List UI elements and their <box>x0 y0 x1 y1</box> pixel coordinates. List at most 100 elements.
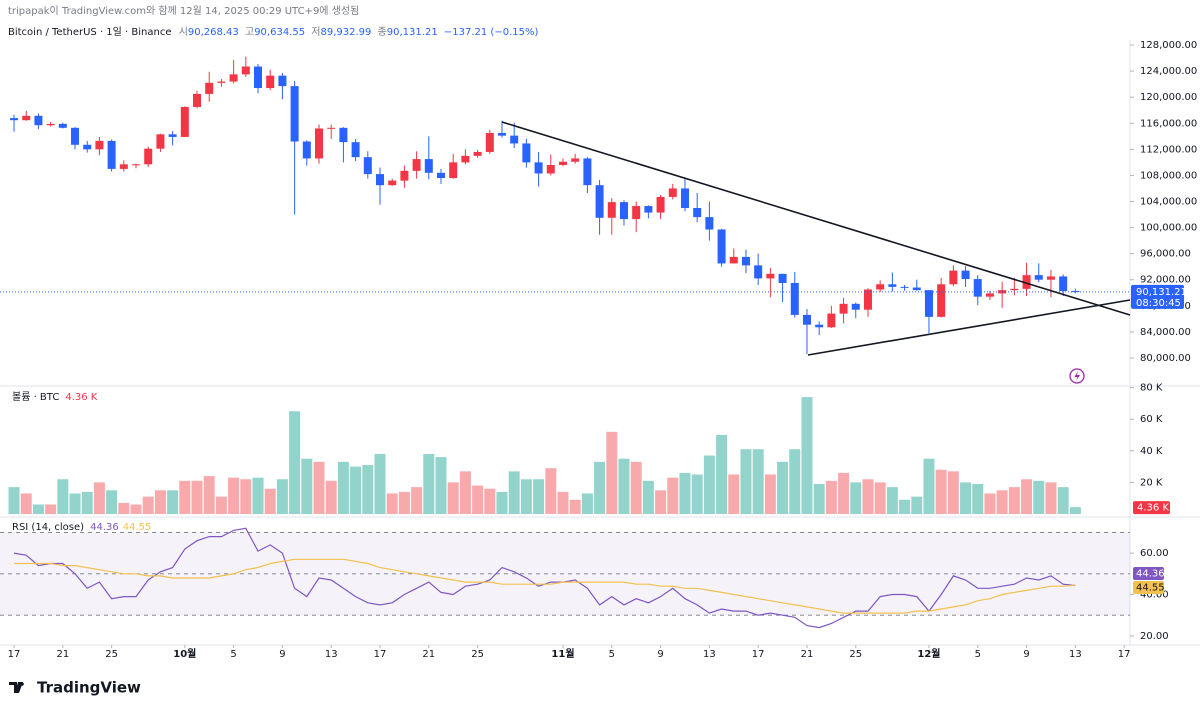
volume-bar <box>972 483 984 515</box>
rsi-label: 44.36 <box>1136 569 1165 580</box>
y-tick-label: 40 K <box>1140 446 1163 457</box>
volume-bar <box>154 490 166 515</box>
volume-bar <box>984 493 996 515</box>
volume-bar <box>667 477 679 515</box>
volume-bar <box>545 468 557 515</box>
volume-bar <box>228 477 240 515</box>
candle-body <box>973 279 982 297</box>
x-tick-label: 12월 <box>917 648 940 660</box>
volume-bar <box>1045 482 1057 515</box>
volume-bar <box>398 491 410 515</box>
volume-bar <box>435 457 447 515</box>
x-tick-label: 9 <box>657 649 663 660</box>
candle-body <box>497 133 506 136</box>
candle-body <box>510 135 519 144</box>
volume-bar <box>691 474 703 515</box>
volume-bar <box>813 483 825 515</box>
candle-body <box>254 66 263 89</box>
ohlc-value: 90,268.43 <box>188 27 239 38</box>
candle-body <box>1010 288 1019 291</box>
y-tick-label: 128,000.00 <box>1140 40 1197 51</box>
candle-body <box>900 286 909 288</box>
alert-icon[interactable] <box>1069 368 1085 384</box>
volume-bar <box>374 453 386 515</box>
x-tick-label: 13 <box>325 649 338 660</box>
candle-body <box>241 66 250 75</box>
volume-bar <box>167 490 179 515</box>
volume-bar <box>1021 479 1033 515</box>
x-tick-label: 25 <box>471 649 484 660</box>
volume-bar <box>740 449 752 515</box>
volume-bar <box>69 493 81 515</box>
candle-body <box>290 86 299 142</box>
candle-body <box>729 256 738 264</box>
volume-bar <box>947 471 959 515</box>
candle-body <box>839 303 848 314</box>
candle-body <box>985 293 994 297</box>
volume-bar <box>728 474 740 515</box>
candle-body <box>558 161 567 165</box>
candle-body <box>22 115 31 121</box>
candle-body <box>619 202 628 220</box>
candle-body <box>46 123 55 126</box>
volume-bar <box>447 482 459 515</box>
volume-bar <box>337 461 349 515</box>
volume-bar <box>1057 487 1069 515</box>
candle-body <box>95 140 104 150</box>
x-tick-label: 21 <box>801 649 814 660</box>
candle-body <box>717 229 726 264</box>
x-tick-label: 25 <box>849 649 862 660</box>
x-tick-label: 13 <box>1069 649 1082 660</box>
volume-bar <box>1008 487 1020 515</box>
volume-bar <box>533 479 545 515</box>
volume-bar <box>264 488 276 515</box>
volume-bar <box>789 449 801 515</box>
candle-body <box>83 144 92 150</box>
candle-body <box>790 282 799 315</box>
candle-body <box>607 202 616 218</box>
volume-bar <box>594 461 606 515</box>
volume-bar <box>57 479 69 515</box>
volume-title: 볼륨 · BTC 4.36 K <box>12 391 98 403</box>
x-tick-label: 17 <box>8 649 21 660</box>
y-tick-label: 116,000.00 <box>1140 118 1197 129</box>
candle-body <box>58 123 67 128</box>
candle-body <box>705 217 714 230</box>
candle-body <box>132 164 141 166</box>
y-tick-label: 60.00 <box>1140 548 1169 559</box>
candle-body <box>802 314 811 325</box>
x-tick-label: 17 <box>374 649 387 660</box>
candle-body <box>327 127 336 129</box>
ohlc-label: 저 <box>311 26 320 38</box>
price-label-box <box>1131 284 1184 309</box>
volume-bar <box>484 488 496 515</box>
volume-bar <box>618 458 630 515</box>
candle-body <box>449 162 458 179</box>
price-label: 90,131.21 <box>1136 287 1187 298</box>
ohlc-value: 90,634.55 <box>254 27 305 38</box>
candle-body <box>400 170 409 181</box>
candle-body <box>363 157 372 175</box>
candle-body <box>144 148 153 165</box>
candle-body <box>888 284 897 287</box>
ohlc-value: 90,131.21 <box>387 27 438 38</box>
volume-bar <box>996 490 1008 515</box>
volume-bar <box>8 487 20 515</box>
volume-bar <box>325 480 337 515</box>
candle-body <box>827 313 836 328</box>
volume-bar <box>289 411 301 515</box>
volume-bar <box>606 431 618 515</box>
volume-bar <box>703 455 715 515</box>
candle-body <box>632 206 641 220</box>
candle-body <box>741 256 750 266</box>
volume-bar <box>350 466 362 515</box>
candle-body <box>693 208 702 218</box>
candle-body <box>851 303 860 310</box>
x-tick-label: 5 <box>609 649 615 660</box>
volume-bar <box>935 469 947 515</box>
y-tick-label: 112,000.00 <box>1140 144 1197 155</box>
logo: TradingView <box>9 679 141 697</box>
candle-body <box>205 82 214 94</box>
volume-bar <box>508 471 520 515</box>
